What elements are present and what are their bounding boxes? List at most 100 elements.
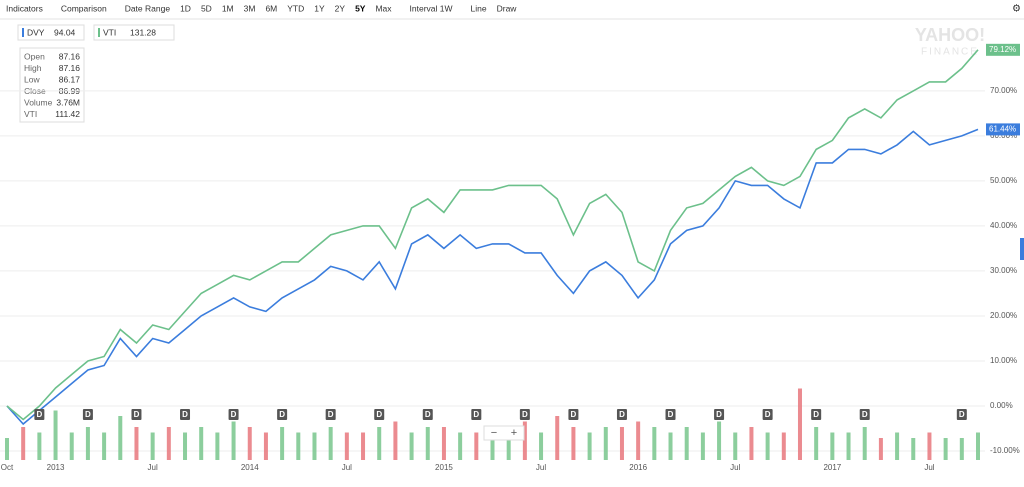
toolbar-item[interactable]: 3M (244, 3, 256, 13)
dividend-label: D (619, 410, 625, 419)
dividend-marker[interactable] (616, 409, 627, 420)
x-tick-label: Jul (730, 463, 740, 472)
volume-bar (183, 432, 188, 460)
legend-symbol: DVY (27, 27, 45, 37)
tooltip-label: Volume (24, 97, 53, 107)
dividend-label: D (328, 410, 334, 419)
watermark-line: YAHOO! (915, 25, 985, 45)
volume-bar (814, 427, 819, 460)
volume-bar (749, 427, 754, 460)
dividend-marker[interactable] (131, 409, 142, 420)
dividend-marker[interactable] (859, 409, 870, 420)
volume-bar (636, 421, 641, 460)
toolbar-item[interactable]: Interval 1W (410, 3, 453, 13)
dividend-marker[interactable] (277, 409, 288, 420)
dividend-label: D (376, 410, 382, 419)
volume-bar (263, 432, 268, 460)
dividend-marker[interactable] (519, 409, 530, 420)
volume-bar (312, 432, 317, 460)
toolbar-item[interactable]: Indicators (6, 3, 43, 13)
dividend-label: D (571, 410, 577, 419)
dividend-marker[interactable] (762, 409, 773, 420)
dividend-marker[interactable] (568, 409, 579, 420)
volume-bar (474, 432, 479, 460)
volume-bar (603, 427, 608, 460)
volume-bar (134, 427, 139, 460)
dividend-marker[interactable] (665, 409, 676, 420)
dividend-marker[interactable] (471, 409, 482, 420)
toolbar-item[interactable]: 1M (222, 3, 234, 13)
legend-swatch (98, 28, 100, 37)
volume-bar (668, 432, 673, 460)
toolbar-item[interactable]: 5D (201, 3, 212, 13)
dividend-marker[interactable] (228, 409, 239, 420)
volume-bar (571, 427, 576, 460)
zoom-button[interactable]: + (511, 427, 517, 439)
tooltip-value: 86.17 (59, 74, 81, 84)
dividend-label: D (765, 410, 771, 419)
legend-chip[interactable] (17, 24, 85, 41)
volume-bar (296, 432, 301, 460)
toolbar-item[interactable]: 1D (180, 3, 191, 13)
volume-bar (506, 432, 511, 460)
dividend-marker[interactable] (374, 409, 385, 420)
dividend-marker[interactable] (180, 409, 191, 420)
watermark-line: FINANCE (921, 47, 979, 58)
dividend-label: D (85, 410, 91, 419)
dividend-label: D (473, 410, 479, 419)
toolbar-item[interactable]: YTD (287, 3, 304, 13)
scroll-handle (1020, 238, 1024, 260)
dividend-marker[interactable] (325, 409, 336, 420)
toolbar-item[interactable]: Comparison (61, 3, 107, 13)
volume-bar (911, 438, 916, 460)
end-tag-label: 61.44% (989, 125, 1016, 134)
toolbar-item[interactable]: 6M (265, 3, 277, 13)
dividend-label: D (134, 410, 140, 419)
toolbar-item[interactable]: 5Y (355, 3, 366, 13)
y-tick-label: 70.00% (990, 86, 1017, 95)
y-tick-label: 0.00% (990, 401, 1013, 410)
volume-bar (717, 421, 722, 460)
x-tick-label: 2013 (47, 463, 65, 472)
settings-icon[interactable]: ⚙ (1012, 4, 1021, 15)
y-tick-label: 20.00% (990, 311, 1017, 320)
volume-bar (895, 432, 900, 460)
volume-bar (393, 421, 398, 460)
x-tick-label: Jul (148, 463, 158, 472)
dividend-marker[interactable] (82, 409, 93, 420)
volume-bar (587, 432, 592, 460)
volume-bar (69, 432, 74, 460)
volume-bar (166, 427, 171, 460)
volume-bar (959, 438, 964, 460)
dividend-label: D (231, 410, 237, 419)
volume-bar (539, 432, 544, 460)
volume-bar (377, 427, 382, 460)
zoom-button[interactable]: − (491, 427, 497, 439)
volume-bar (409, 432, 414, 460)
dividend-marker[interactable] (811, 409, 822, 420)
y-tick-label: 50.00% (990, 176, 1017, 185)
volume-bar (21, 427, 26, 460)
x-tick-label: Jul (924, 463, 934, 472)
legend-symbol: VTI (103, 27, 116, 37)
volume-bar (85, 427, 90, 460)
dividend-marker[interactable] (956, 409, 967, 420)
dividend-marker[interactable] (422, 409, 433, 420)
volume-bar (522, 421, 527, 460)
dividend-marker[interactable] (714, 409, 725, 420)
dividend-marker[interactable] (34, 409, 45, 420)
toolbar-item[interactable]: Line (471, 3, 487, 13)
toolbar-item[interactable]: Date Range (125, 3, 171, 13)
toolbar-item[interactable]: 2Y (335, 3, 346, 13)
toolbar-item[interactable]: Draw (497, 3, 518, 13)
x-tick-label: 2016 (629, 463, 647, 472)
tooltip-value: 3.76M (56, 97, 80, 107)
volume-bar (652, 427, 657, 460)
watermark: YAHOO! FINANCE (915, 25, 985, 58)
toolbar-item[interactable]: Max (375, 3, 392, 13)
legend-chip[interactable] (93, 24, 175, 41)
dividend-label: D (862, 410, 868, 419)
toolbar-item[interactable]: 1Y (314, 3, 325, 13)
tooltip-label: VTI (24, 109, 37, 119)
